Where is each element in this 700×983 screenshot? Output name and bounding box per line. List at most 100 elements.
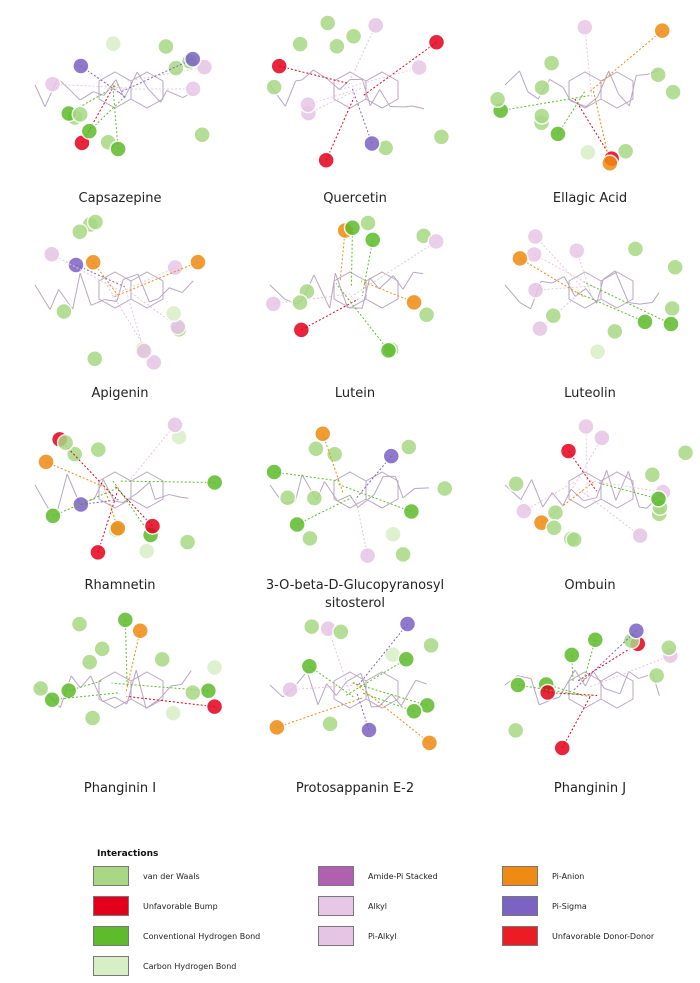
- bond: [169, 495, 181, 498]
- interaction-line: [113, 262, 198, 297]
- bond: [374, 476, 383, 494]
- bond: [413, 272, 423, 274]
- residue: [322, 716, 338, 732]
- residue: [649, 667, 665, 683]
- residue: [301, 658, 317, 674]
- residue: [81, 123, 97, 139]
- residue: [383, 448, 399, 464]
- bond: [155, 495, 169, 500]
- ring: [569, 472, 601, 508]
- bond: [609, 71, 619, 94]
- residue: [534, 80, 550, 96]
- residue: [139, 543, 155, 559]
- interaction-diagram: [5, 405, 235, 580]
- residue: [361, 722, 377, 738]
- residue: [406, 294, 422, 310]
- interaction-line: [326, 97, 354, 160]
- interaction-line: [274, 472, 341, 481]
- bond: [114, 501, 123, 502]
- interaction-panel: Phanginin J: [475, 605, 700, 800]
- bond: [35, 85, 45, 107]
- bond: [182, 281, 193, 293]
- residue: [540, 685, 556, 701]
- bond: [325, 482, 338, 501]
- residue: [508, 722, 524, 738]
- bond: [401, 680, 416, 706]
- residue: [650, 67, 666, 83]
- interaction-line: [125, 620, 127, 688]
- residue: [304, 619, 320, 635]
- interaction-panel: Apigenin: [5, 205, 235, 400]
- bond: [639, 507, 647, 508]
- residue: [566, 532, 582, 548]
- residue: [365, 232, 381, 248]
- ring: [131, 472, 163, 508]
- bond: [552, 277, 564, 283]
- residue: [561, 443, 577, 459]
- interaction-line: [290, 685, 354, 689]
- residue: [627, 241, 643, 257]
- legend-item: Pi-Anion: [502, 865, 584, 887]
- legend-swatch: [502, 896, 538, 916]
- legend-label: Carbon Hydrogen Bond: [143, 962, 236, 971]
- bond: [302, 70, 313, 80]
- residue: [419, 307, 435, 323]
- bond: [552, 493, 563, 506]
- residue: [580, 144, 596, 160]
- interaction-diagram: [5, 5, 235, 180]
- residue: [637, 314, 653, 330]
- bond: [603, 271, 615, 279]
- residue: [664, 300, 680, 316]
- residue: [510, 677, 526, 693]
- residue: [364, 135, 380, 151]
- bond: [182, 671, 192, 685]
- residue: [528, 282, 544, 298]
- residue: [395, 546, 411, 562]
- residue: [663, 316, 679, 332]
- residue: [87, 214, 103, 230]
- interaction-panel: Rhamnetin: [5, 405, 235, 600]
- bond: [629, 671, 639, 678]
- residue: [327, 446, 343, 462]
- residue: [308, 441, 324, 457]
- interaction-line: [129, 425, 175, 482]
- residue: [110, 520, 126, 536]
- bond: [412, 106, 424, 109]
- legend-item: Unfavorable Bump: [93, 895, 218, 917]
- residue: [534, 108, 550, 124]
- residue: [545, 308, 561, 324]
- residue: [45, 76, 61, 92]
- residue: [145, 518, 161, 534]
- residue: [400, 616, 416, 632]
- residue: [289, 516, 305, 532]
- legend-item: Amide-Pi Stacked: [318, 865, 438, 887]
- residue: [532, 321, 548, 337]
- residue: [68, 257, 84, 273]
- legend-label: Unfavorable Donor-Donor: [552, 932, 654, 941]
- legend-label: Pi-Anion: [552, 872, 584, 881]
- legend-label: van der Waals: [143, 872, 200, 881]
- residue: [406, 703, 422, 719]
- interaction-panel: Capsazepine: [5, 5, 235, 200]
- interaction-panel: Quercetin: [240, 5, 470, 200]
- interaction-panel: Phanginin I: [5, 605, 235, 800]
- residue: [185, 51, 201, 67]
- panel-label: Phanginin J: [490, 780, 690, 798]
- bond: [307, 671, 318, 704]
- bond: [403, 489, 414, 498]
- bond: [181, 497, 188, 498]
- bond: [520, 71, 528, 92]
- ring: [334, 472, 366, 508]
- ring: [366, 472, 398, 508]
- ring: [99, 472, 131, 508]
- interaction-line: [297, 498, 351, 525]
- interaction-diagram: [475, 605, 700, 780]
- bond: [148, 89, 160, 103]
- residue: [602, 155, 618, 171]
- legend-item: Pi-Alkyl: [318, 925, 397, 947]
- residue: [678, 445, 694, 461]
- residue: [421, 735, 437, 751]
- ring: [131, 272, 163, 308]
- residue: [368, 17, 384, 33]
- residue: [87, 351, 103, 367]
